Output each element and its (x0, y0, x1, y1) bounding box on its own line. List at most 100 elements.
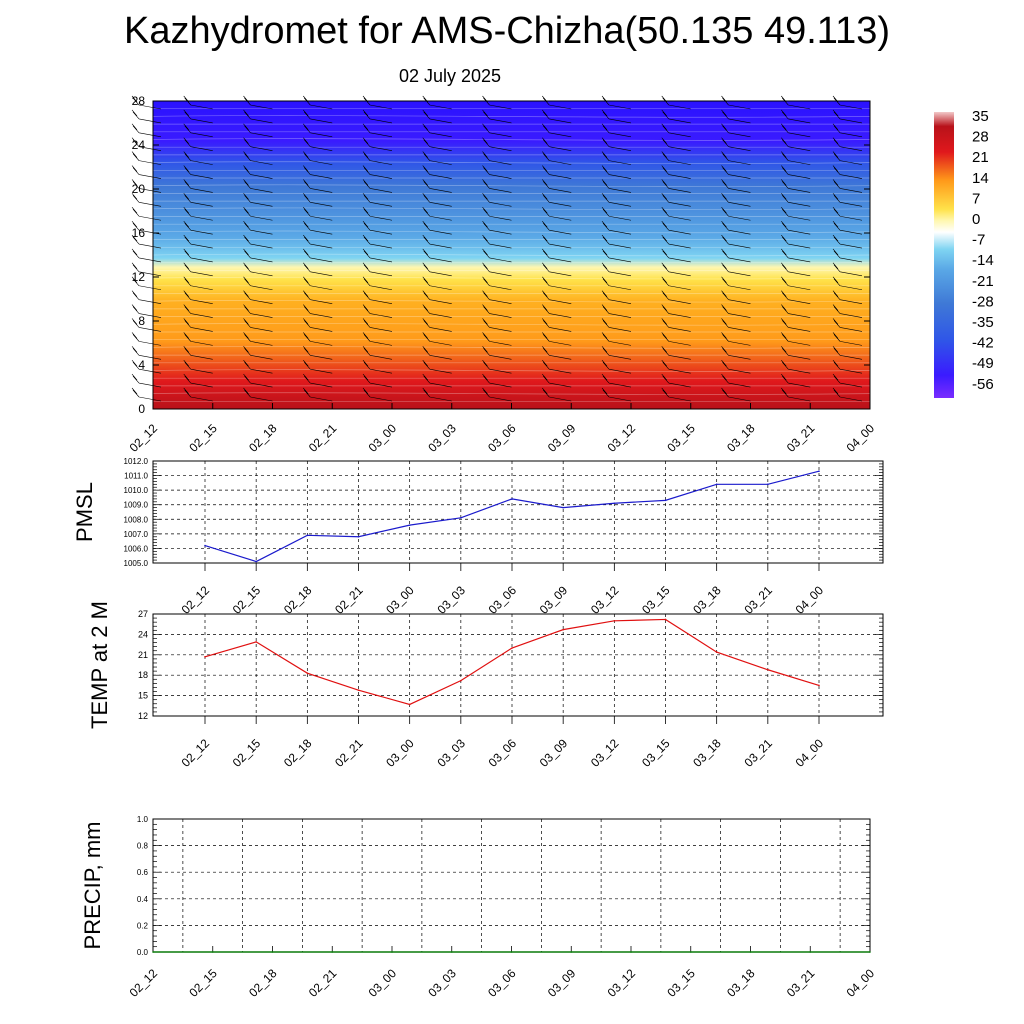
x-tick-label: 02_15 (186, 421, 220, 455)
wind-barb (661, 359, 691, 374)
panel-frame (152, 818, 871, 953)
wind-barb (303, 151, 333, 165)
wind-barb (183, 123, 213, 138)
wind-barb (661, 123, 691, 138)
wind-barb (243, 304, 273, 318)
x-tick-label: 04_00 (793, 736, 827, 770)
wind-barb (362, 318, 393, 332)
wind-barb (601, 234, 632, 249)
wind-barb (721, 109, 751, 124)
y-tick-label: 1006.0 (124, 544, 149, 553)
wind-barb (422, 109, 452, 124)
wind-barb (601, 262, 632, 277)
wind-barb (542, 123, 572, 138)
contour-line (152, 138, 871, 141)
wind-barb (721, 123, 751, 138)
contour-line (152, 346, 871, 349)
wind-barb (781, 165, 811, 179)
wind-barb (422, 193, 452, 207)
wind-barb (542, 262, 572, 277)
wind-barb (832, 137, 863, 152)
wind-barb (542, 304, 572, 318)
wind-barb (362, 207, 393, 221)
x-tick-label: 02_21 (306, 966, 340, 1000)
x-tick-label: 03_03 (434, 736, 468, 770)
wind-barb (542, 207, 572, 221)
wind-barb (832, 262, 863, 277)
data-point (664, 618, 667, 621)
wind-barb (781, 193, 811, 207)
wind-barb (243, 290, 273, 304)
wind-barb (601, 207, 632, 221)
wind-barb (832, 346, 863, 360)
wind-barb (601, 318, 632, 332)
wind-barb (661, 332, 691, 346)
wind-barb (243, 332, 273, 346)
x-tick-label: 02_12 (179, 736, 213, 770)
wind-barb (183, 234, 213, 249)
wind-barb (303, 179, 333, 193)
wind-barb (721, 373, 751, 388)
wind-barb (243, 359, 273, 374)
colorbar-label: 7 (972, 190, 980, 207)
data-point (331, 951, 334, 953)
wind-barb (721, 220, 751, 235)
wind-barb (243, 248, 273, 263)
wind-barb (832, 276, 863, 291)
wind-barb (243, 276, 273, 291)
wind-barb (422, 262, 452, 277)
wind-barb (601, 359, 632, 374)
wind-barb (422, 290, 452, 304)
wind-barb (362, 220, 393, 235)
wind-barb (601, 387, 632, 402)
wind-barb (832, 207, 863, 221)
wind-barb (482, 332, 512, 346)
wind-barb (482, 304, 512, 318)
wind-barb (601, 137, 632, 152)
data-point (204, 656, 206, 658)
wind-barb (303, 123, 333, 138)
wind-barb (362, 332, 393, 346)
contour-line (152, 385, 871, 387)
x-tick-label: 02_18 (281, 736, 315, 770)
wind-barb (542, 248, 572, 263)
y-tick-label: 1005.0 (124, 559, 149, 568)
wind-barb (303, 332, 333, 346)
x-tick-label: 02_12 (127, 966, 161, 1000)
wind-barb (422, 318, 452, 332)
wind-barb (781, 359, 811, 374)
wind-barb (781, 373, 811, 388)
wind-barb (131, 387, 162, 402)
wind-barb (601, 248, 632, 263)
wind-barb (183, 179, 213, 193)
wind-barb (721, 234, 751, 249)
wind-barb (183, 151, 213, 165)
wind-barb (131, 332, 162, 346)
wind-barb (661, 304, 691, 318)
data-point (562, 506, 564, 509)
wind-barb (721, 304, 751, 318)
wind-barb (422, 165, 452, 179)
data-point (306, 672, 309, 674)
data-point (511, 647, 513, 649)
wind-barb (183, 109, 213, 124)
data-point (809, 951, 812, 953)
colorbar: 35 28 21 14 7 0 -7 -14 -21 -28 -35 -42 -49 -56 (934, 108, 994, 398)
x-tick-label: 04_00 (844, 421, 878, 455)
wind-barb (721, 290, 751, 304)
wind-barb (183, 220, 213, 235)
contour-line (152, 299, 871, 303)
x-tick-label: 03_09 (537, 736, 571, 770)
data-point (715, 651, 718, 653)
contour-line (152, 292, 871, 295)
wind-barb (482, 109, 512, 124)
wind-barb (303, 248, 333, 263)
wind-barb (131, 276, 162, 291)
colorbar-label: 0 (972, 211, 980, 228)
x-tick-label: 02_21 (332, 736, 366, 770)
wind-barb (183, 318, 213, 332)
wind-barb (243, 193, 273, 207)
wind-barb (362, 109, 393, 124)
contour-line (152, 253, 871, 257)
y-axis-label: PMSL (72, 482, 97, 542)
